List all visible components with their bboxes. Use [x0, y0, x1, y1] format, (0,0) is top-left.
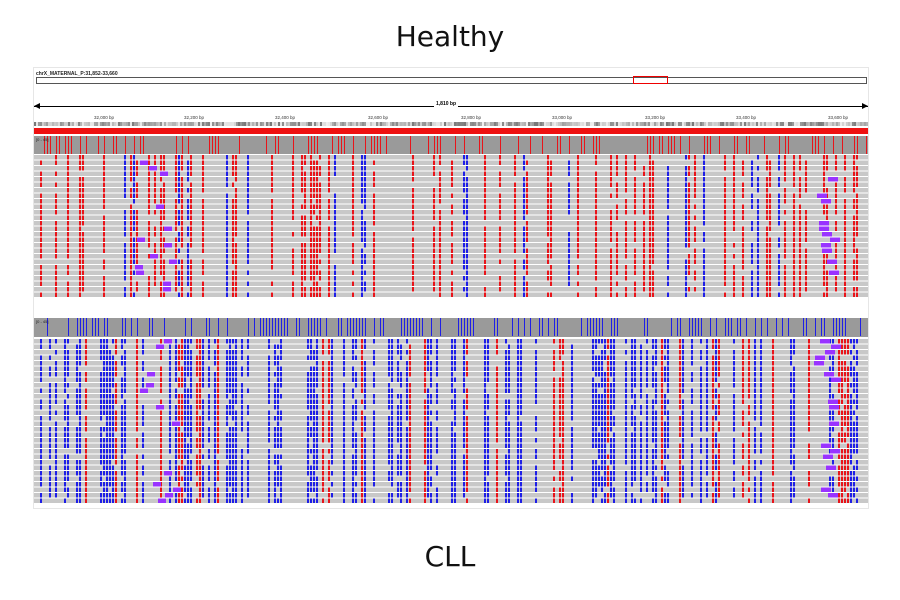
cll-title: CLL — [424, 540, 476, 573]
igv-browser-panel: chrX_MATERNAL_P:31,852-33,660 1,810 bp 3… — [33, 67, 869, 509]
ruler-tick-label: 32,400 bp — [274, 115, 296, 120]
ruler-right-arrow-icon — [862, 103, 868, 109]
ruler-tick-label: 32,000 bp — [93, 115, 115, 120]
cll-coverage-range: [0 - 45] — [36, 319, 49, 324]
ideogram-current-window — [633, 76, 668, 84]
healthy-alignment-track[interactable] — [34, 155, 868, 298]
cll-alignment-track[interactable] — [34, 339, 868, 507]
ruler-left-arrow-icon — [34, 103, 40, 109]
feature-track-bar[interactable] — [34, 128, 868, 134]
cll-coverage-track[interactable] — [34, 318, 868, 337]
reference-sequence-track — [34, 122, 868, 126]
ruler-tick-label: 33,400 bp — [735, 115, 757, 120]
ruler-tick-label: 32,600 bp — [367, 115, 389, 120]
chromosome-ideogram[interactable] — [36, 76, 867, 84]
ruler-tick-label: 32,800 bp — [460, 115, 482, 120]
locus-label[interactable]: chrX_MATERNAL_P:31,852-33,660 — [36, 71, 118, 77]
ruler-tick-label: 33,600 bp — [827, 115, 849, 120]
healthy-title: Healthy — [395, 20, 505, 53]
healthy-coverage-range: [0 - 45] — [36, 137, 49, 142]
span-length-label: 1,810 bp — [434, 101, 459, 107]
track-divider — [34, 304, 868, 316]
ruler-tick-label: 33,200 bp — [644, 115, 666, 120]
healthy-coverage-track[interactable] — [34, 136, 868, 154]
ruler-tick-label: 32,200 bp — [183, 115, 205, 120]
ruler-tick-label: 33,000 bp — [551, 115, 573, 120]
